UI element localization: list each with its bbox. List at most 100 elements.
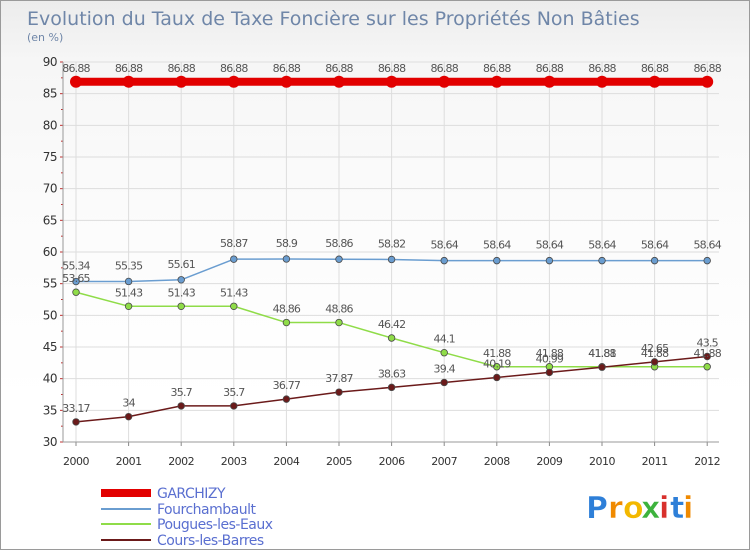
data-label-pougues-les-eaux: 51.43 bbox=[167, 286, 195, 299]
x-tick-label: 2008 bbox=[484, 455, 510, 468]
legend-label-garchizy: GARCHIZY bbox=[157, 486, 226, 502]
data-label-pougues-les-eaux: 41.88 bbox=[483, 347, 511, 360]
data-point-pougues-les-eaux bbox=[230, 302, 238, 310]
data-label-pougues-les-eaux: 53.65 bbox=[62, 272, 90, 285]
axes bbox=[60, 61, 719, 446]
data-point-pougues-les-eaux bbox=[282, 318, 291, 327]
data-label-pougues-les-eaux: 48.86 bbox=[273, 303, 301, 316]
data-label-garchizy: 86.88 bbox=[483, 62, 511, 75]
y-tick-label: 90 bbox=[43, 55, 57, 69]
x-tick-label: 2004 bbox=[273, 455, 299, 468]
data-labels: 86.88 86.88 86.88 86.88 86.88 86.88 86.88 86.88… bbox=[62, 62, 722, 415]
data-point-pougues-les-eaux bbox=[177, 302, 185, 310]
logo-letter: i bbox=[659, 491, 669, 526]
data-label-fourchambault: 58.87 bbox=[220, 237, 248, 250]
data-point-pougues-les-eaux bbox=[440, 349, 448, 357]
data-point-pougues-les-eaux bbox=[72, 288, 80, 296]
data-point-fourchambault bbox=[650, 256, 659, 265]
data-point-garchizy bbox=[490, 75, 503, 88]
data-label-pougues-les-eaux: 51.43 bbox=[115, 286, 143, 299]
data-label-cours-les-barres: 35.7 bbox=[223, 386, 245, 399]
data-point-cours-les-barres bbox=[282, 395, 291, 403]
data-point-fourchambault bbox=[440, 256, 448, 265]
data-point-pougues-les-eaux bbox=[703, 363, 711, 371]
data-label-fourchambault: 58.82 bbox=[378, 237, 406, 250]
data-point-garchizy bbox=[596, 75, 608, 88]
legend: GARCHIZYFourchambaultPougues-les-EauxCou… bbox=[101, 486, 273, 549]
data-point-cours-les-barres bbox=[545, 368, 554, 377]
data-label-pougues-les-eaux: 44.1 bbox=[434, 333, 455, 346]
data-label-garchizy: 86.88 bbox=[325, 62, 353, 75]
data-label-garchizy: 86.88 bbox=[641, 62, 669, 75]
series-garchizy bbox=[70, 75, 714, 88]
y-tick-label: 60 bbox=[43, 245, 57, 259]
data-point-garchizy bbox=[280, 75, 293, 88]
data-point-cours-les-barres bbox=[493, 373, 501, 382]
data-label-fourchambault: 58.64 bbox=[430, 239, 458, 252]
data-label-fourchambault: 55.34 bbox=[62, 260, 90, 273]
data-point-fourchambault bbox=[387, 255, 396, 264]
data-point-fourchambault bbox=[72, 277, 80, 286]
data-label-fourchambault: 58.86 bbox=[325, 237, 353, 250]
x-tick-label: 2012 bbox=[694, 455, 720, 468]
x-tick-label: 2001 bbox=[116, 455, 142, 468]
logo-letter: r bbox=[608, 491, 623, 526]
data-point-garchizy bbox=[701, 75, 714, 88]
data-label-cours-les-barres: 42.65 bbox=[641, 342, 669, 355]
data-point-garchizy bbox=[70, 75, 82, 88]
data-point-fourchambault bbox=[282, 255, 291, 263]
data-point-fourchambault bbox=[177, 276, 185, 284]
x-axis-ticks: 2000 2001 2002 2003 2004 2005 2006 2007 2008 2009… bbox=[63, 455, 721, 468]
data-point-garchizy bbox=[227, 75, 240, 88]
series-group bbox=[70, 75, 714, 426]
y-tick-label: 40 bbox=[43, 372, 57, 386]
data-label-garchizy: 86.88 bbox=[536, 62, 564, 75]
data-point-cours-les-barres bbox=[598, 363, 606, 371]
logo-letter: t bbox=[670, 491, 684, 526]
y-tick-label: 70 bbox=[43, 182, 57, 196]
y-tick-label: 65 bbox=[43, 213, 57, 227]
y-tick-label: 85 bbox=[43, 87, 57, 101]
x-tick-label: 2006 bbox=[379, 455, 405, 468]
data-label-pougues-les-eaux: 41.88 bbox=[536, 347, 564, 360]
data-point-fourchambault bbox=[545, 256, 554, 265]
logo-letter: o bbox=[623, 491, 644, 526]
data-label-garchizy: 86.88 bbox=[220, 62, 248, 75]
data-point-fourchambault bbox=[703, 256, 711, 265]
data-point-garchizy bbox=[175, 75, 188, 88]
data-label-cours-les-barres: 40.99 bbox=[536, 352, 564, 365]
gridlines bbox=[63, 61, 719, 443]
data-label-fourchambault: 55.61 bbox=[167, 258, 195, 271]
data-label-pougues-les-eaux: 41.88 bbox=[693, 347, 721, 360]
data-label-fourchambault: 58.9 bbox=[276, 237, 298, 250]
data-point-cours-les-barres bbox=[177, 402, 185, 410]
x-tick-label: 2011 bbox=[642, 455, 668, 468]
data-label-fourchambault: 58.64 bbox=[536, 239, 564, 252]
y-tick-label: 55 bbox=[43, 277, 57, 291]
logo-letter: x bbox=[641, 491, 660, 526]
series-fourchambault bbox=[72, 255, 711, 286]
data-label-cours-les-barres: 36.77 bbox=[273, 379, 301, 392]
data-label-cours-les-barres: 41.81 bbox=[588, 347, 616, 360]
data-point-garchizy bbox=[648, 75, 661, 88]
data-label-fourchambault: 58.64 bbox=[693, 239, 721, 252]
data-label-cours-les-barres: 38.63 bbox=[378, 367, 406, 380]
data-label-cours-les-barres: 43.5 bbox=[697, 337, 719, 350]
data-point-cours-les-barres bbox=[387, 383, 396, 392]
data-label-cours-les-barres: 37.87 bbox=[325, 372, 353, 385]
data-label-garchizy: 86.88 bbox=[588, 62, 616, 75]
y-axis-ticks: 30 35 40 45 50 55 60 65 70 75 80 85 90 bbox=[43, 55, 58, 449]
data-point-cours-les-barres bbox=[440, 378, 448, 387]
data-label-cours-les-barres: 39.4 bbox=[434, 362, 456, 375]
x-tick-label: 2009 bbox=[536, 455, 562, 468]
data-label-garchizy: 86.88 bbox=[693, 62, 721, 75]
data-label-fourchambault: 58.64 bbox=[483, 239, 511, 252]
data-point-pougues-les-eaux bbox=[124, 302, 133, 310]
y-tick-label: 30 bbox=[43, 435, 57, 449]
chart-subtitle: (en %) bbox=[27, 31, 63, 44]
data-point-pougues-les-eaux bbox=[335, 318, 343, 327]
data-label-garchizy: 86.88 bbox=[378, 62, 406, 75]
data-point-garchizy bbox=[333, 75, 345, 88]
data-label-cours-les-barres: 40.19 bbox=[483, 357, 511, 370]
